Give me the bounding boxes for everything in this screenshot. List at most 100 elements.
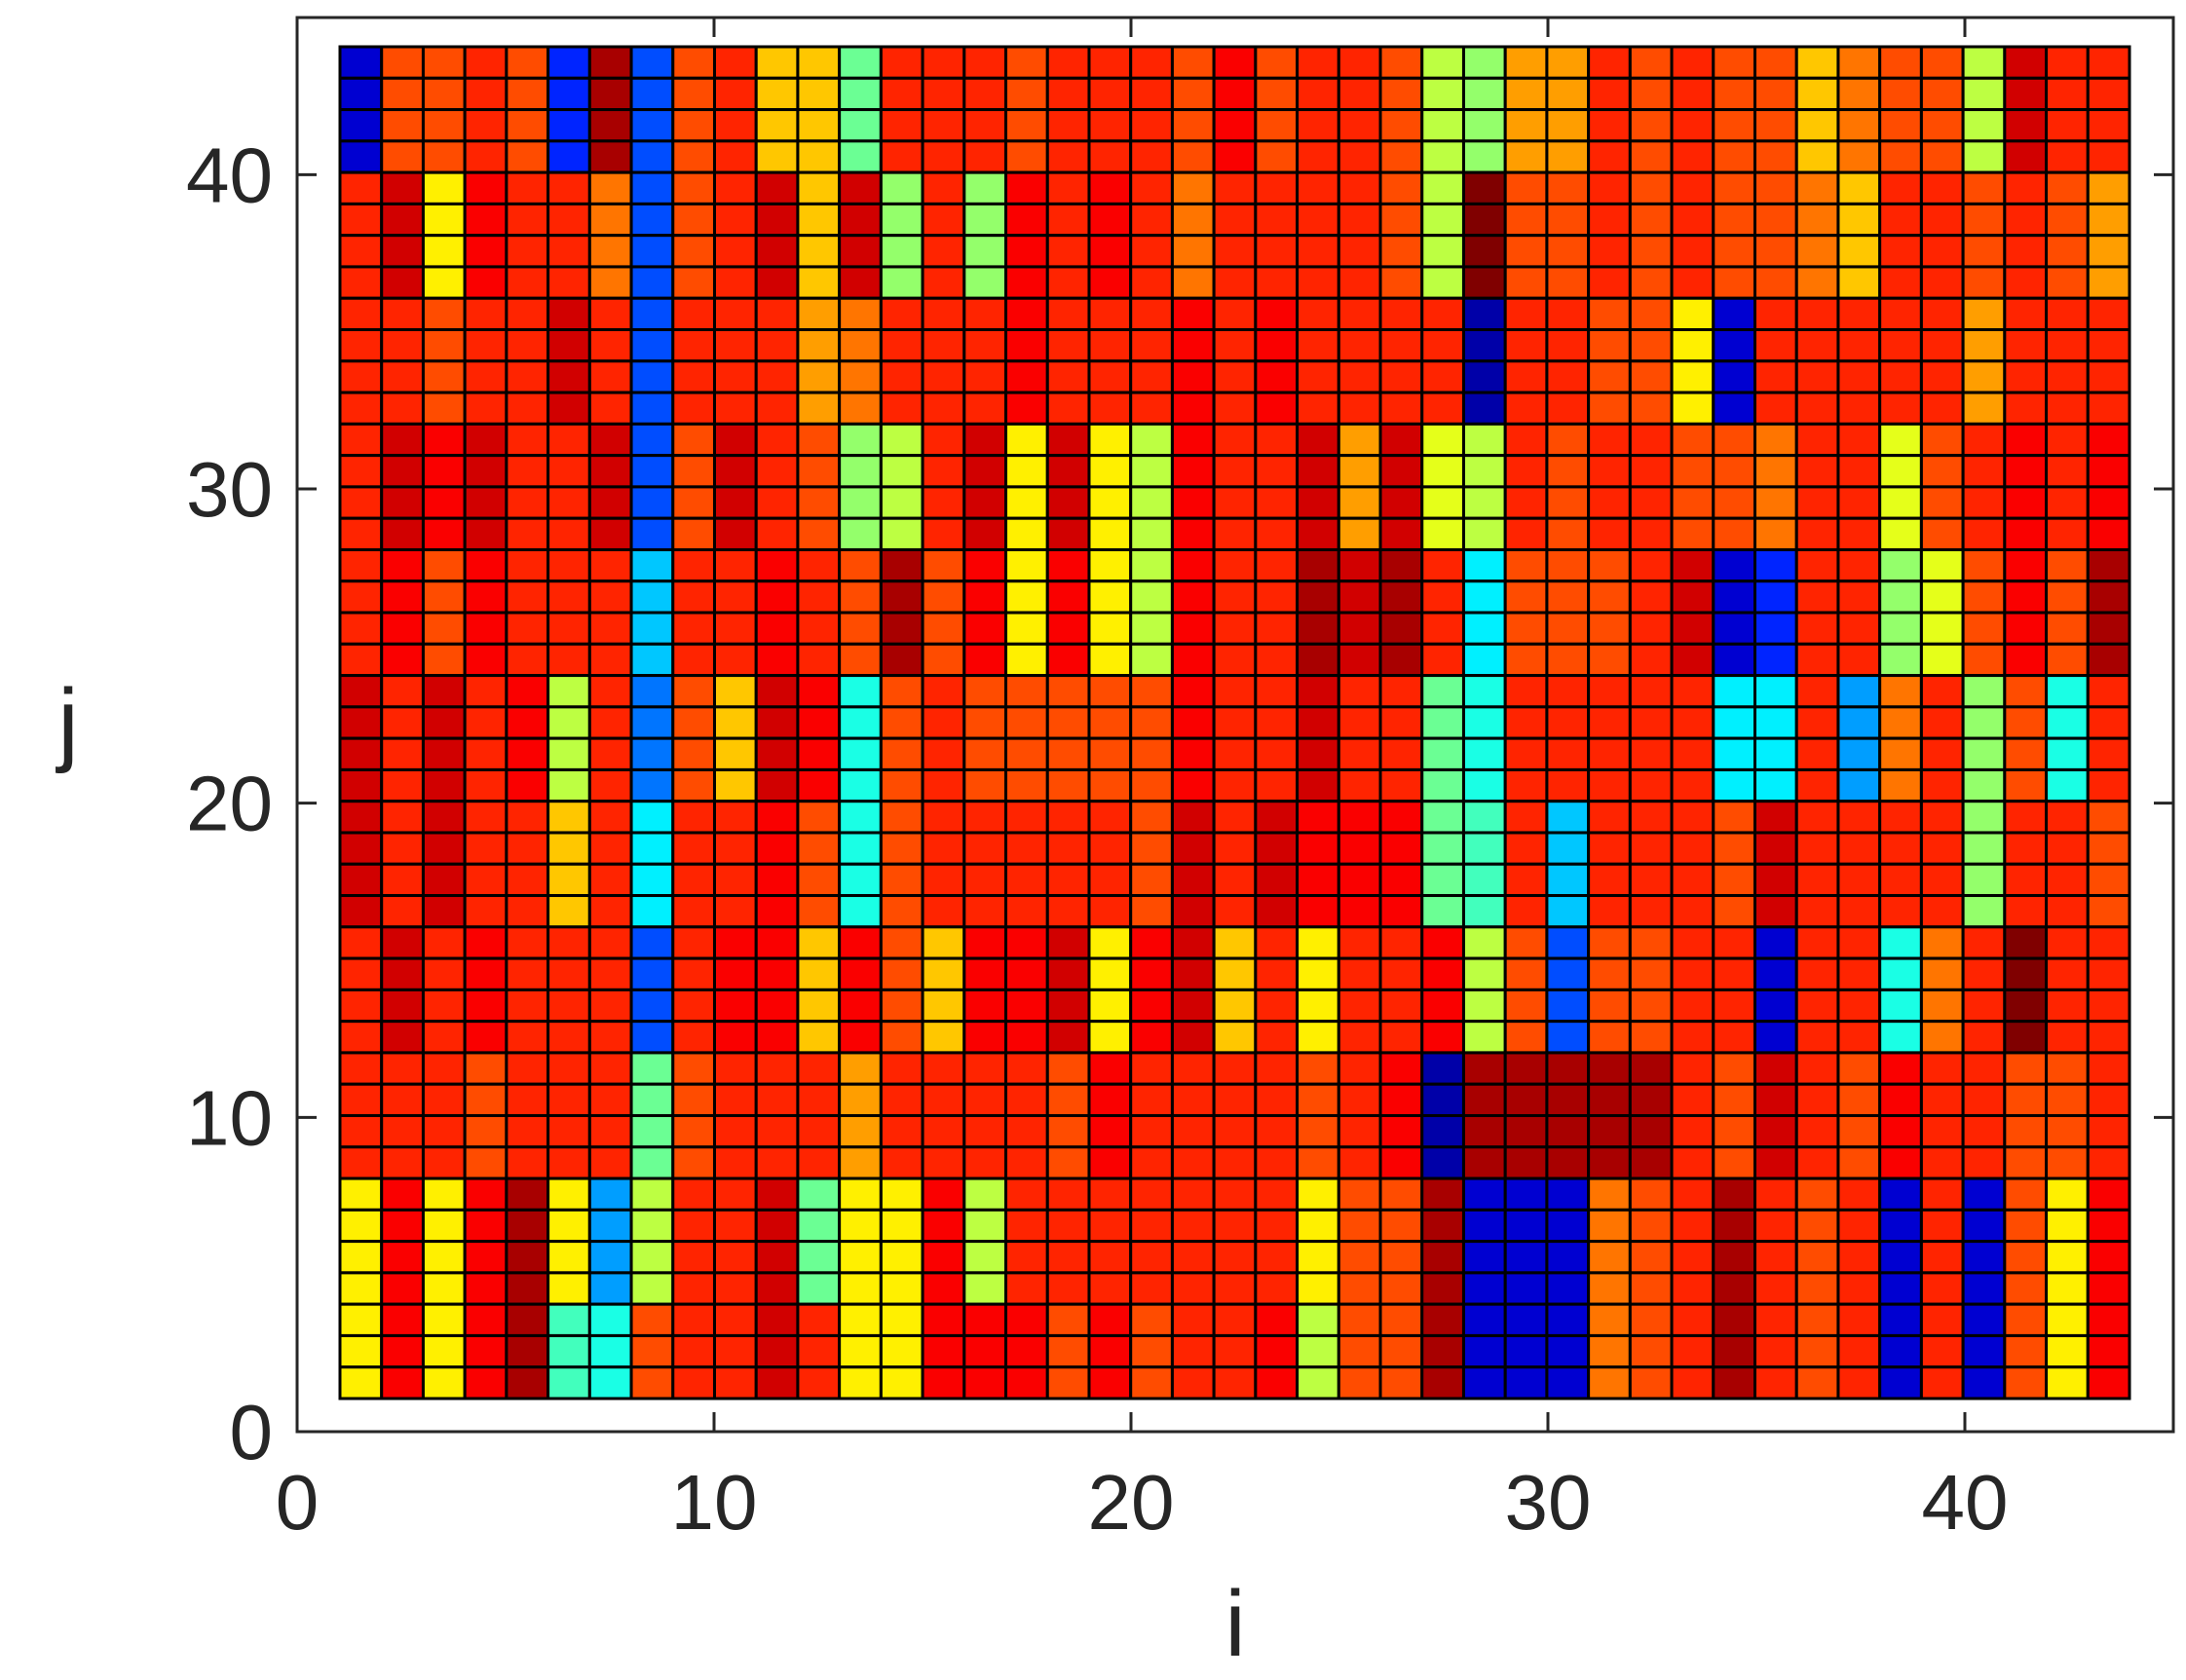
heatmap-cell (1420, 705, 1465, 740)
heatmap-cell (879, 1208, 924, 1244)
heatmap-cell (838, 1051, 883, 1086)
heatmap-cell (1587, 296, 1632, 332)
heatmap-cell (796, 547, 842, 583)
heatmap-cell (1836, 265, 1882, 300)
heatmap-cell (1087, 1208, 1133, 1244)
heatmap-cell (629, 359, 675, 394)
heatmap-cell (546, 265, 591, 300)
heatmap-cell (879, 454, 924, 489)
heatmap-cell (1753, 736, 1798, 771)
heatmap-cell (671, 1020, 716, 1055)
heatmap-cell (1045, 234, 1091, 269)
heatmap-cell (1545, 925, 1591, 960)
heatmap-cell (2045, 1240, 2090, 1275)
heatmap-cell (712, 328, 758, 363)
heatmap-cell (671, 108, 716, 143)
heatmap-cell (1045, 454, 1091, 489)
heatmap-cell (1212, 359, 1258, 394)
heatmap-cell (505, 1082, 550, 1117)
heatmap-cell (671, 1176, 716, 1212)
heatmap-cell (1129, 359, 1174, 394)
heatmap-cell (1420, 642, 1465, 678)
heatmap-cell (2086, 800, 2131, 835)
heatmap-cell (712, 862, 758, 898)
heatmap-cell (1545, 831, 1591, 866)
heatmap-cell (879, 202, 924, 238)
heatmap-cell (1461, 391, 1507, 426)
heatmap-cell (421, 1051, 467, 1086)
heatmap-cell (1420, 76, 1465, 112)
heatmap-cell (1670, 956, 1715, 991)
heatmap-cell (1587, 328, 1632, 363)
heatmap-cell (1212, 422, 1258, 458)
heatmap-cell (1961, 265, 2007, 300)
heatmap-cell (921, 1365, 966, 1400)
heatmap-cell (1170, 359, 1216, 394)
heatmap-cell (1420, 454, 1465, 489)
heatmap-cell (2086, 170, 2131, 205)
heatmap-cell (1712, 642, 1757, 678)
heatmap-cell (1337, 391, 1382, 426)
heatmap-cell (671, 1051, 716, 1086)
heatmap-cell (754, 108, 800, 143)
heatmap-cell (1296, 234, 1340, 269)
heatmap-cell (629, 265, 675, 300)
heatmap-cell (796, 1302, 842, 1337)
heatmap-cell (1545, 705, 1591, 740)
heatmap-cell (1919, 1271, 1965, 1306)
heatmap-cell (1045, 359, 1091, 394)
heatmap-cell (754, 359, 800, 394)
heatmap-cell (754, 170, 800, 205)
heatmap-cell (921, 1208, 966, 1244)
heatmap-cell (1628, 265, 1674, 300)
heatmap-cell (2003, 108, 2049, 143)
heatmap-cell (1712, 674, 1757, 709)
heatmap-cell (505, 736, 550, 771)
heatmap-cell (1878, 894, 1923, 929)
heatmap-cell (796, 108, 842, 143)
heatmap-cell (1337, 1271, 1382, 1306)
heatmap-cell (463, 956, 509, 991)
heatmap-cell (1587, 642, 1632, 678)
heatmap-cell (1836, 1020, 1882, 1055)
heatmap-cell (1712, 988, 1757, 1024)
heatmap-cell (1378, 139, 1424, 174)
heatmap-cell (380, 328, 425, 363)
heatmap-cell (1045, 1333, 1091, 1369)
heatmap-cell (1836, 862, 1882, 898)
heatmap-cell (1004, 139, 1049, 174)
heatmap-cell (1296, 1113, 1340, 1149)
heatmap-cell (2086, 391, 2131, 426)
heatmap-cell (962, 234, 1008, 269)
heatmap-cell (2045, 1271, 2090, 1306)
heatmap-cell (1836, 139, 1882, 174)
heatmap-cell (1670, 1145, 1715, 1180)
heatmap-cell (463, 454, 509, 489)
heatmap-cell (1337, 894, 1382, 929)
heatmap-cell (754, 736, 800, 771)
heatmap-cell (2003, 391, 2049, 426)
heatmap-cell (1378, 391, 1424, 426)
heatmap-cell (838, 862, 883, 898)
heatmap-cell (1212, 925, 1258, 960)
heatmap-cell (1753, 328, 1798, 363)
heatmap-cell (505, 611, 550, 646)
heatmap-cell (1670, 767, 1715, 803)
heatmap-cell (1254, 265, 1300, 300)
heatmap-cell (1794, 359, 1840, 394)
heatmap-cell (879, 359, 924, 394)
heatmap-cell (921, 516, 966, 551)
heatmap-cell (1212, 956, 1258, 991)
heatmap-cell (1296, 1145, 1340, 1180)
heatmap-cell (712, 988, 758, 1024)
heatmap-cell (546, 767, 591, 803)
heatmap-cell (2003, 202, 2049, 238)
heatmap-cell (1753, 422, 1798, 458)
heatmap-cell (754, 767, 800, 803)
heatmap-cell (921, 454, 966, 489)
heatmap-cell (1503, 296, 1549, 332)
heatmap-cell (1628, 1240, 1674, 1275)
heatmap-cell (1461, 674, 1507, 709)
heatmap-cell (1337, 988, 1382, 1024)
